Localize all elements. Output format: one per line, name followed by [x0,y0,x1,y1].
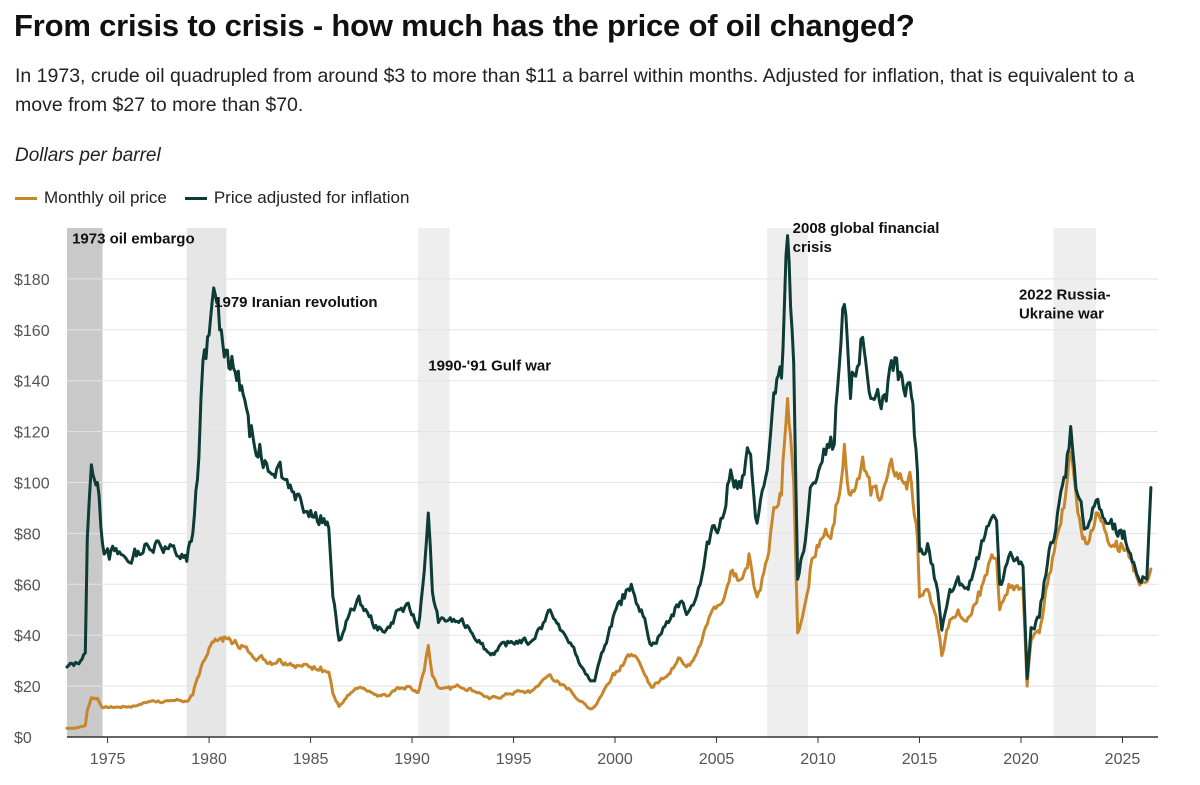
chart-subtitle: In 1973, crude oil quadrupled from aroun… [15,65,1135,116]
series-line-nominal [65,397,1153,730]
event-label-3: 2008 global financial crisis [793,220,940,256]
event-label-0: 1973 oil embargo [72,230,195,247]
x-tick-label: 1985 [293,751,329,768]
legend: Monthly oil price Price adjusted for inf… [15,188,409,208]
event-label-2: 1990-'91 Gulf war [428,358,551,375]
event-label-line: 1973 oil embargo [72,230,195,247]
x-tick-label: 2020 [1003,751,1039,768]
legend-label-real: Price adjusted for inflation [213,188,410,207]
event-label-1: 1979 Iranian revolution [214,294,377,311]
legend-item-nominal: Monthly oil price [15,188,167,208]
x-tick-label: 1975 [90,751,126,768]
x-tick-label: 1980 [191,751,227,768]
event-label-line: 2022 Russia- [1019,286,1111,303]
legend-label-nominal: Monthly oil price [44,188,167,207]
event-label-line: 2008 global financial [793,220,940,237]
axes: $0 $20 $40 $60 $80 $100 $120 $140 $160 $180 1975 19… [14,272,1158,768]
unit-label: Dollars per barrel [15,145,161,166]
event-label-line: 1990-'91 Gulf war [428,358,551,375]
event-label-line: Ukraine war [1019,305,1104,322]
x-tick-label: 2000 [597,751,633,768]
legend-swatch-real [184,196,207,200]
x-tick-label: 2015 [902,751,938,768]
event-labels: 1973 oil embargo 1979 Iranian revolution 1… [72,220,1111,374]
y-tick-label: $60 [14,577,41,594]
x-tick-label: 1990 [394,751,430,768]
x-tick-label: 2005 [699,751,735,768]
x-tick-label: 2010 [800,751,836,768]
chart-title: From crisis to crisis - how much has the… [14,8,915,43]
y-tick-label: $20 [14,679,41,696]
y-tick-label: $120 [14,425,50,442]
series-line-real [65,234,1153,683]
x-tick-label: 2025 [1105,751,1141,768]
series-lines [65,234,1153,730]
event-label-line: crisis [793,239,832,256]
legend-swatch-nominal [15,196,37,200]
y-tick-label: $180 [14,272,50,289]
y-tick-label: $40 [14,628,41,645]
y-tick-label: $100 [14,476,50,493]
y-tick-label: $80 [14,526,41,543]
event-label-4: 2022 Russia- Ukraine war [1019,286,1111,322]
y-tick-label: $160 [14,323,50,340]
y-tick-label: $0 [14,730,32,747]
event-label-line: 1979 Iranian revolution [214,294,377,311]
x-tick-label: 1995 [496,751,532,768]
y-tick-label: $140 [14,374,50,391]
legend-item-real: Price adjusted for inflation [184,188,410,208]
